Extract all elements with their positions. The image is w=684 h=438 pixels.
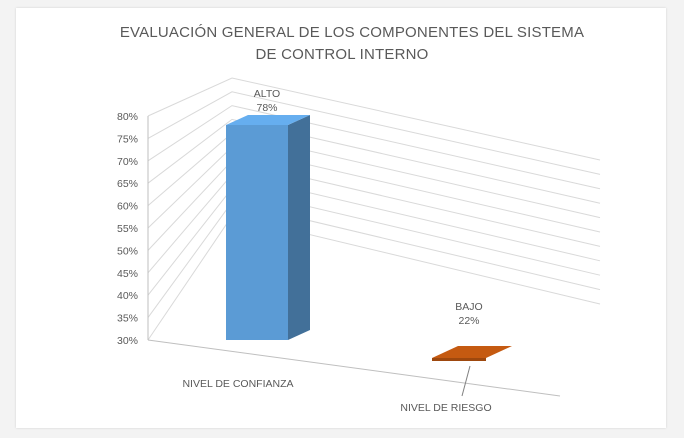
y-tick-label: 45% [117, 268, 138, 280]
data-labels: ALTO 78% BAJO 22% [254, 88, 483, 327]
y-tick-label: 35% [117, 313, 138, 325]
x-category-label: NIVEL DE RIESGO [400, 402, 491, 414]
gridline [147, 118, 601, 204]
y-tick-label: 65% [117, 178, 138, 190]
bars [226, 114, 512, 361]
gridline [147, 187, 601, 296]
y-tick-label: 70% [117, 156, 138, 168]
leader-line [461, 365, 471, 397]
y-tick-label: 55% [117, 223, 138, 235]
chart-title-line-1: EVALUACIÓN GENERAL DE LOS COMPONENTES DE… [120, 24, 584, 41]
bar-floor-slab [432, 346, 512, 358]
axes [147, 116, 561, 397]
y-tick-label: 75% [117, 133, 138, 145]
bar-top-face [226, 114, 310, 125]
gridline [147, 160, 601, 251]
data-label-value: 22% [458, 315, 479, 327]
y-tick-label: 60% [117, 201, 138, 213]
gridline [147, 201, 601, 318]
gridline [147, 146, 601, 233]
y-tick-label: 50% [117, 245, 138, 257]
gridline [147, 91, 601, 175]
gridline [147, 105, 601, 190]
y-tick-label: 40% [117, 290, 138, 302]
y-tick-label: 30% [117, 335, 138, 347]
bar-side-face [288, 114, 310, 341]
bar-front-face [226, 124, 288, 341]
x-category-label: NIVEL DE CONFIANZA [182, 378, 293, 390]
gridline [147, 215, 601, 341]
gridlines [147, 77, 601, 341]
bar-slab-edge [432, 358, 486, 361]
chart-title-line-2: DE CONTROL INTERNO [255, 46, 428, 63]
gridline [147, 77, 601, 161]
x-axis-line [147, 339, 561, 397]
category-labels: NIVEL DE CONFIANZA NIVEL DE RIESGO [182, 365, 492, 414]
chart-panel [16, 8, 666, 428]
data-label-value: 78% [256, 102, 277, 114]
data-label-category: ALTO [254, 88, 280, 100]
bar-2 [432, 346, 512, 361]
data-label-category: BAJO [455, 301, 482, 313]
bar-1 [226, 114, 310, 341]
y-axis-tick-labels: 30% 35% 40% 45% 50% 55% 60% 65% 70% 75% 80% [117, 111, 138, 347]
y-tick-label: 80% [117, 111, 138, 123]
chart-title: EVALUACIÓN GENERAL DE LOS COMPONENTES DE… [120, 24, 584, 63]
gridline [147, 132, 601, 219]
